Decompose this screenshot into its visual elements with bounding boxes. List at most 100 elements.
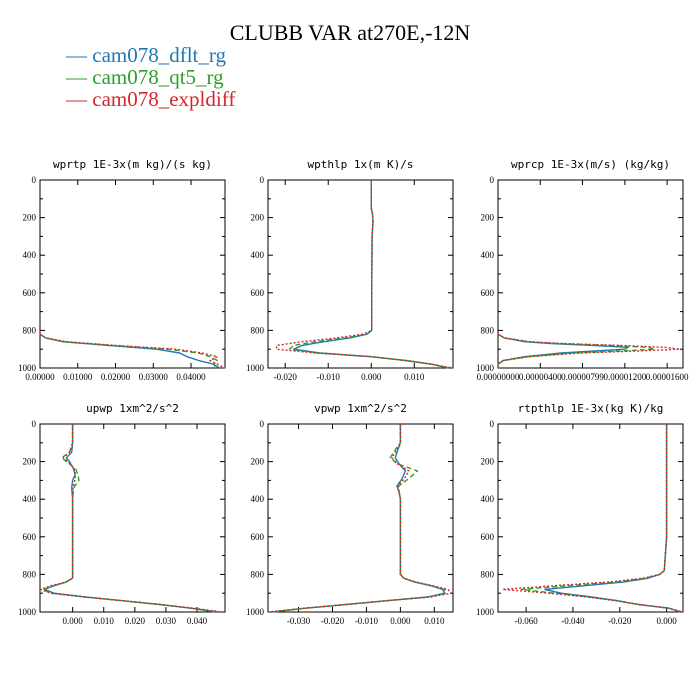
y-tick-label: 400	[481, 494, 495, 504]
y-tick-label: 800	[251, 569, 265, 579]
panel-title: wpthlp 1x(m K)/s	[308, 158, 414, 171]
panel-title: upwp 1xm^2/s^2	[86, 402, 179, 415]
x-tick-label: -0.030	[287, 616, 311, 626]
panel-4: upwp 1xm^2/s^2 0 200 400 600 800 1000 0.000 0.01…	[18, 402, 226, 626]
series-line-1	[39, 333, 220, 369]
x-tick-label: 0.040	[187, 616, 208, 626]
series-line-3	[502, 424, 684, 613]
y-tick-label: 400	[251, 494, 265, 504]
y-tick-label: 200	[251, 457, 265, 467]
plot-frame	[267, 179, 454, 369]
series-line-3	[497, 333, 681, 368]
y-tick-label: 1000	[246, 607, 265, 617]
panel-title: rtpthlp 1E-3x(kg K)/kg	[518, 402, 664, 415]
y-tick-label: 800	[251, 325, 265, 335]
y-tick-label: 800	[481, 569, 495, 579]
legend-entry-dflt: — cam078_dflt_rg	[66, 43, 227, 67]
y-tick-label: 0	[32, 175, 37, 185]
x-tick-label: 0.00001200	[603, 372, 646, 382]
y-tick-label: 1000	[246, 363, 265, 373]
y-tick-label: 600	[481, 288, 495, 298]
plot-frame	[39, 423, 226, 613]
y-tick-label: 1000	[18, 363, 37, 373]
y-tick-label: 400	[251, 250, 265, 260]
x-tick-label: 0.00000799	[561, 372, 604, 382]
y-tick-label: 1000	[18, 607, 37, 617]
x-tick-label: 0.010	[424, 616, 445, 626]
x-tick-label: 0.000	[361, 372, 382, 382]
y-tick-label: 800	[481, 325, 495, 335]
legend-entry-qt5: — cam078_qt5_rg	[66, 65, 224, 89]
x-tick-label: -0.060	[514, 616, 538, 626]
y-tick-label: 800	[23, 325, 37, 335]
panel-6: rtpthlp 1E-3x(kg K)/kg 0 200 400 600 800 1000 -…	[476, 402, 684, 626]
x-tick-label: 0.02000	[101, 372, 131, 382]
x-tick-label: 0.030	[156, 616, 177, 626]
panel-5: vpwp 1xm^2/s^2 0 200 400 600 800 1000 -0.030 -0.…	[246, 402, 454, 626]
plot-frame	[39, 179, 226, 369]
y-tick-label: 400	[23, 250, 37, 260]
series-line-2	[39, 333, 219, 369]
series-line-2	[271, 424, 447, 613]
y-tick-label: 0	[490, 419, 495, 429]
y-tick-label: 1000	[476, 363, 495, 373]
y-tick-label: 200	[23, 457, 37, 467]
x-tick-label: 0.010	[94, 616, 115, 626]
x-tick-label: -0.040	[561, 616, 585, 626]
figure-title: CLUBB VAR at270E,-12N	[229, 20, 471, 45]
series-line-2	[42, 424, 219, 613]
x-tick-label: 0.000	[390, 616, 411, 626]
legend-entry-expldiff: — cam078_expldiff	[66, 87, 236, 111]
x-tick-label: 0.00001600	[646, 372, 689, 382]
y-tick-label: 600	[23, 532, 37, 542]
series-line-1	[271, 424, 446, 613]
y-tick-label: 0	[260, 175, 265, 185]
x-tick-label: 0.020	[125, 616, 146, 626]
y-tick-label: 200	[251, 213, 265, 223]
panel-title: wprcp 1E-3x(m/s) (kg/kg)	[511, 158, 670, 171]
panel-title: vpwp 1xm^2/s^2	[314, 402, 407, 415]
x-tick-label: 0.010	[404, 372, 425, 382]
y-tick-label: 200	[481, 213, 495, 223]
y-tick-label: 200	[23, 213, 37, 223]
y-tick-label: 0	[32, 419, 37, 429]
x-tick-label: 0.03000	[139, 372, 169, 382]
y-tick-label: 200	[481, 457, 495, 467]
legend-label-expldiff: cam078_expldiff	[92, 87, 236, 111]
x-tick-label: -0.010	[355, 616, 379, 626]
panel-1: wprtp 1E-3x(m kg)/(s kg) 0 200 400 600 800 100…	[18, 158, 226, 382]
y-tick-label: 600	[23, 288, 37, 298]
legend-label-dflt: cam078_dflt_rg	[92, 43, 227, 67]
x-tick-label: -0.020	[321, 616, 345, 626]
x-tick-label: 0.000	[656, 616, 677, 626]
y-tick-label: 1000	[476, 607, 495, 617]
y-tick-label: 600	[251, 532, 265, 542]
x-tick-label: -0.020	[274, 372, 298, 382]
legend-label-qt5: cam078_qt5_rg	[92, 65, 224, 89]
x-tick-label: 0.000	[63, 616, 84, 626]
x-tick-label: 0.01000	[63, 372, 93, 382]
panel-title: wprtp 1E-3x(m kg)/(s kg)	[53, 158, 212, 171]
y-tick-label: 400	[23, 494, 37, 504]
x-tick-label: -0.010	[317, 372, 341, 382]
x-tick-label: 0.00000	[25, 372, 55, 382]
series-line-3	[39, 333, 226, 369]
y-tick-label: 800	[23, 569, 37, 579]
panel-3: wprcp 1E-3x(m/s) (kg/kg) 0 200 400 600 800 100…	[476, 158, 689, 382]
x-tick-label: -0.020	[608, 616, 632, 626]
plot-frame	[497, 423, 684, 613]
y-tick-label: 600	[251, 288, 265, 298]
x-tick-label: 0.00000400	[519, 372, 562, 382]
panel-2: wpthlp 1x(m K)/s 0 200 400 600 800 1000 -0.020 -…	[246, 158, 454, 382]
y-tick-label: 0	[260, 419, 265, 429]
series-line-1	[44, 424, 216, 613]
x-tick-label: 0.00000000	[477, 372, 520, 382]
series-line-1	[544, 424, 681, 613]
y-tick-label: 0	[490, 175, 495, 185]
plot-frame	[497, 179, 684, 369]
y-tick-label: 400	[481, 250, 495, 260]
legend: — cam078_dflt_rg — cam078_qt5_rg — cam07…	[66, 44, 235, 110]
series-line-3	[275, 180, 454, 369]
y-tick-label: 600	[481, 532, 495, 542]
